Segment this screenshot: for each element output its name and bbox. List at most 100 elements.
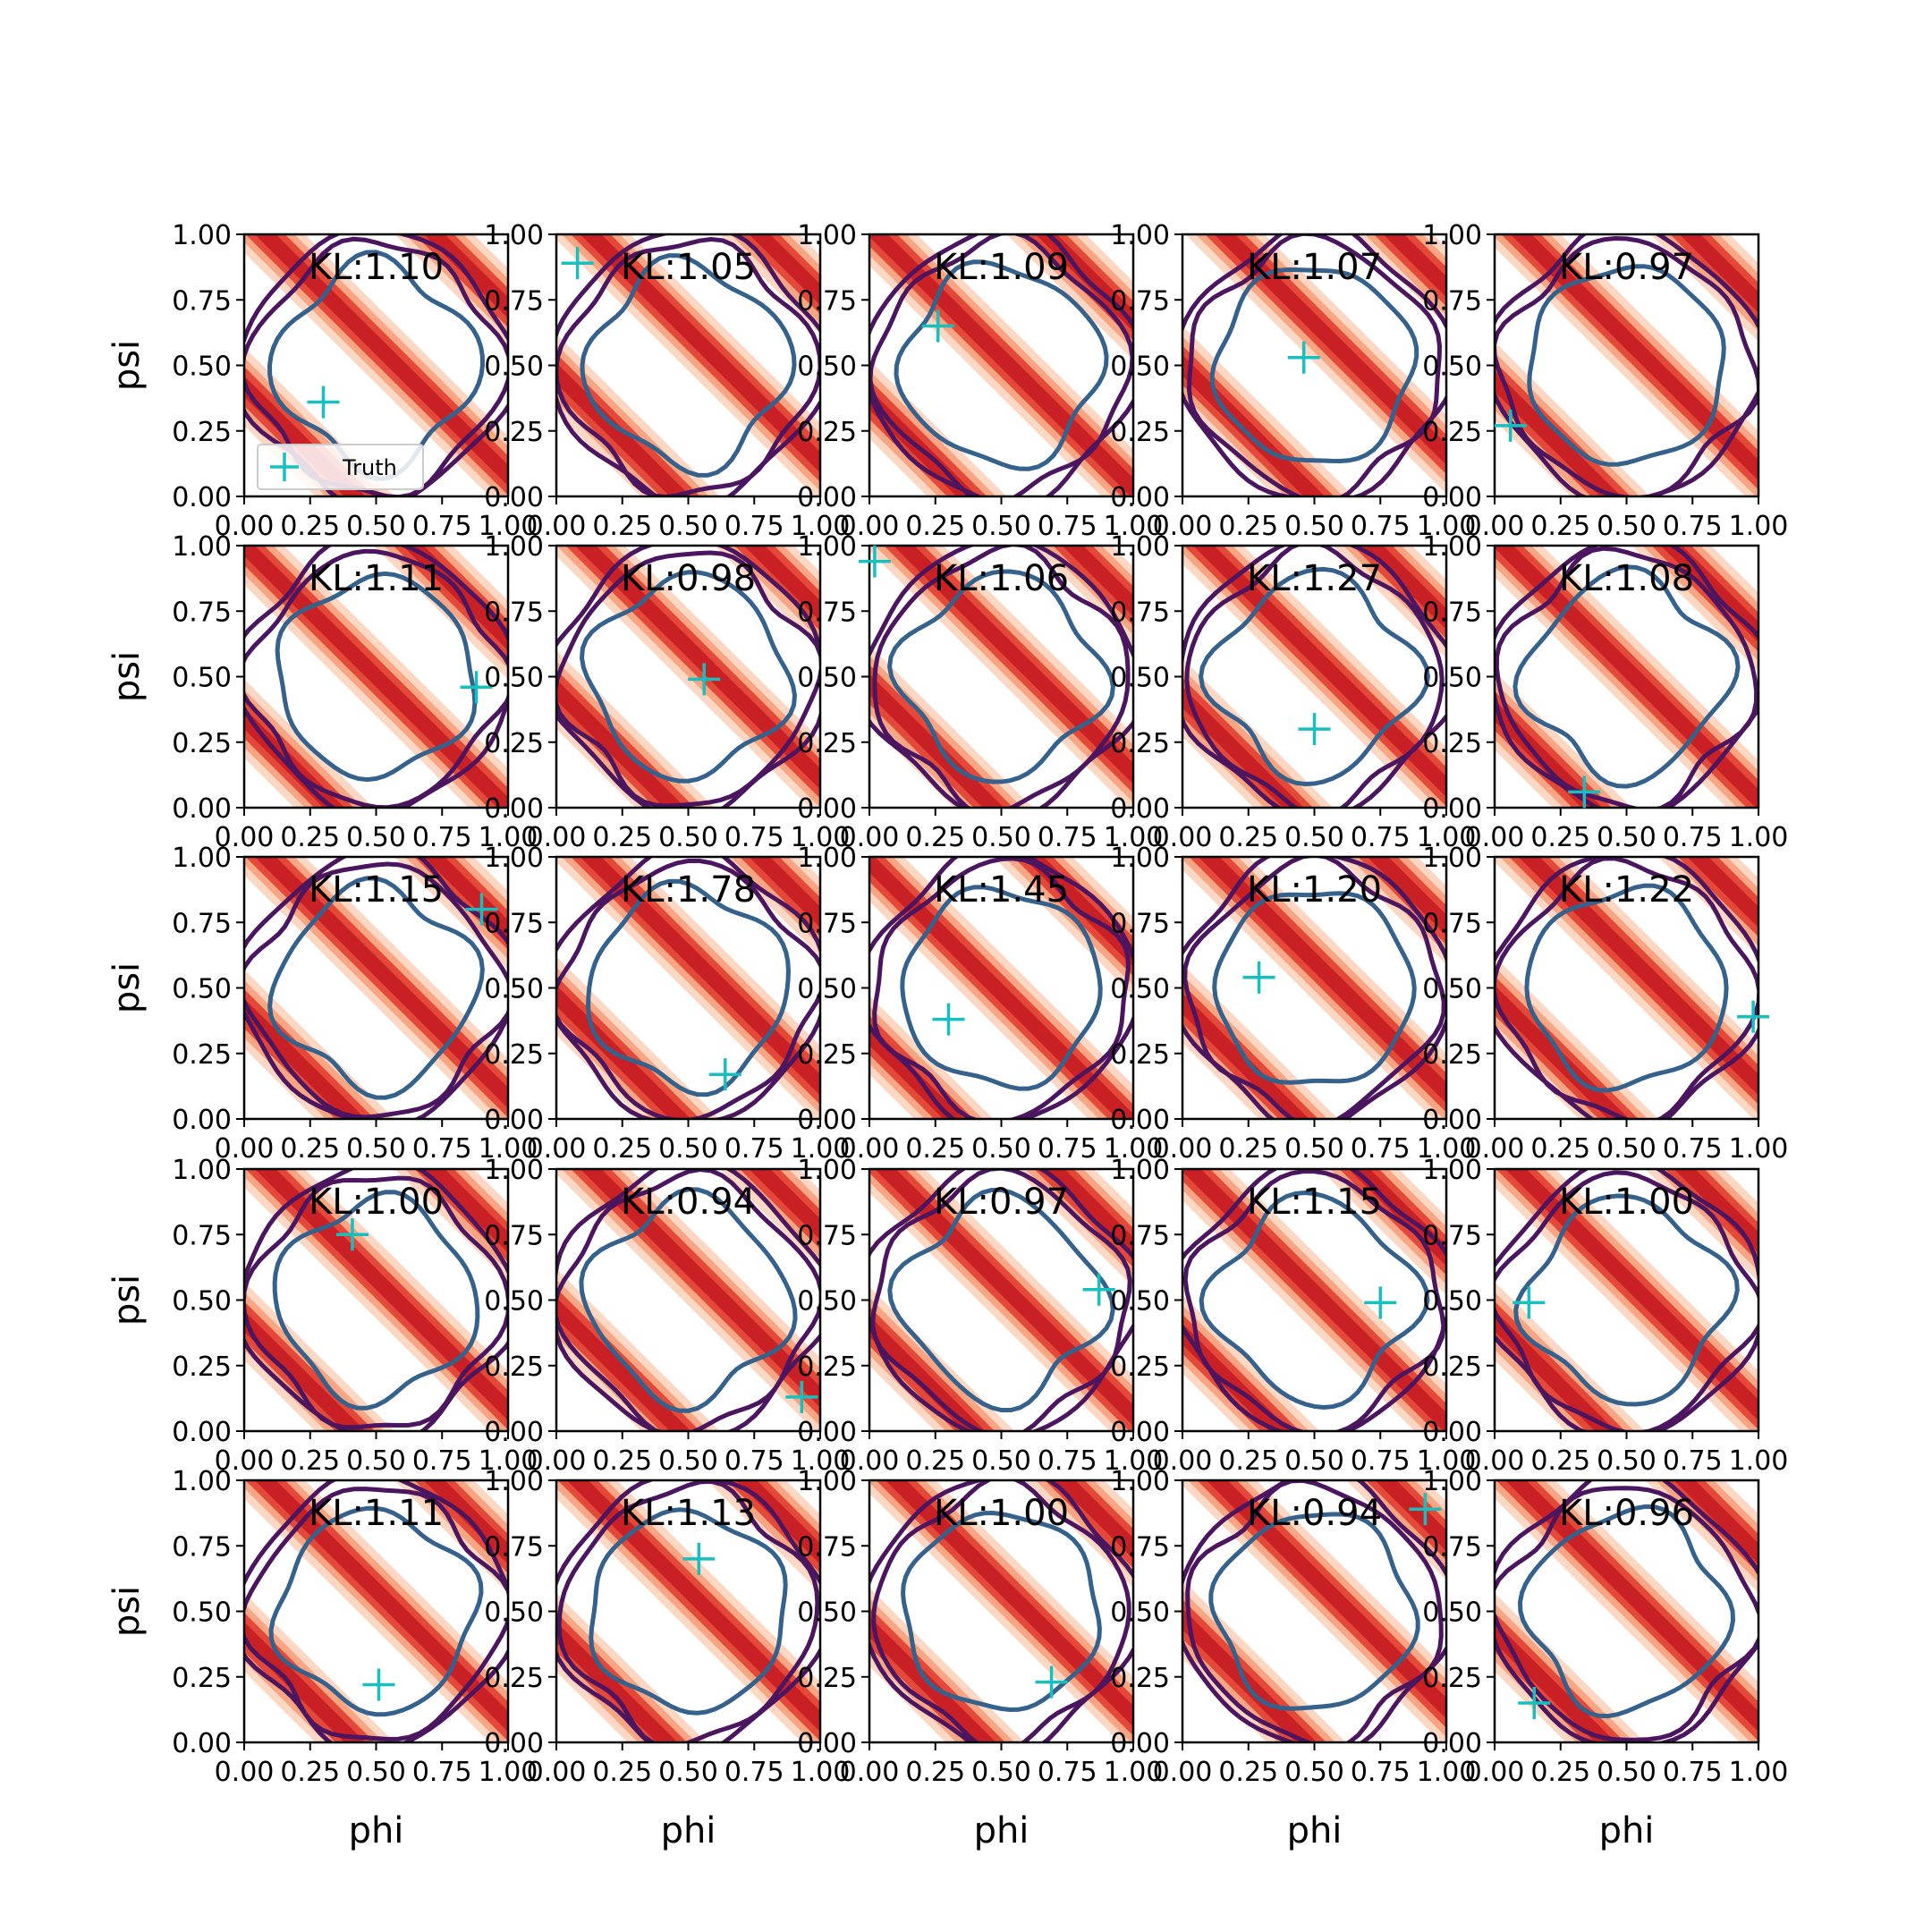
density-band-3-level-4 — [423, 234, 508, 318]
contour-inner — [1513, 564, 1741, 789]
density-band-1-level-1 — [556, 334, 720, 496]
density-band-2-level-3 — [245, 1480, 508, 1741]
truth-marker — [1364, 1286, 1397, 1319]
x-tick-label: 0.00 — [527, 511, 587, 542]
kl-label: KL:1.13 — [621, 1493, 756, 1534]
density-band-2-level-3 — [876, 1480, 1133, 1736]
density-band-3-level-4 — [749, 234, 820, 306]
y-tick-label: 0.00 — [797, 482, 857, 513]
x-tick-label: 0.00 — [1465, 1133, 1525, 1165]
y-tick-label: 0.00 — [172, 793, 232, 825]
y-tick-label: 0.50 — [484, 352, 544, 383]
truth-marker — [1513, 1286, 1546, 1319]
density-band-1-level-1 — [1495, 956, 1658, 1119]
density-band-3-level-2 — [1025, 1169, 1133, 1277]
y-tick-label: 0.25 — [172, 728, 232, 759]
y-tick-label: 0.00 — [1422, 1728, 1482, 1759]
panel-25: 0.000.000.250.250.500.500.750.751.001.00… — [1422, 1466, 1788, 1852]
x-tick-label: 0.50 — [346, 1133, 406, 1165]
contour-inner — [267, 876, 485, 1100]
y-tick-label: 0.50 — [484, 1597, 544, 1629]
y-tick-label: 0.50 — [1422, 1597, 1482, 1629]
contour-outer — [869, 857, 1133, 1119]
kl-label: KL:1.00 — [309, 1182, 444, 1223]
contour-middle — [244, 236, 508, 496]
contour-middle — [870, 1169, 1132, 1431]
y-tick-label: 0.50 — [484, 1286, 544, 1318]
density-band-3-level-2 — [1330, 1169, 1446, 1284]
contour-outer — [869, 1480, 1133, 1742]
kl-label: KL:1.10 — [309, 247, 444, 288]
y-tick-label: 0.75 — [1422, 1220, 1482, 1251]
y-axis-label: psi — [106, 962, 148, 1013]
y-tick-label: 0.50 — [797, 974, 857, 1005]
density-band-3-level-3 — [1678, 857, 1758, 937]
x-tick-label: 1.00 — [479, 822, 538, 853]
y-tick-label: 0.00 — [172, 482, 232, 513]
density-band-1-level-4 — [244, 708, 345, 808]
y-tick-label: 0.00 — [1110, 1105, 1170, 1136]
panel-6: 0.000.000.250.250.500.500.750.751.001.00… — [106, 531, 538, 853]
y-tick-label: 0.00 — [797, 1728, 857, 1759]
y-tick-label: 1.00 — [484, 220, 544, 251]
x-tick-label: 0.75 — [412, 1133, 472, 1165]
x-tick-label: 0.50 — [346, 1757, 406, 1788]
panels-layer: 0.000.000.250.250.500.500.750.751.001.00… — [106, 220, 1788, 1852]
x-tick-label: 0.75 — [1038, 1445, 1097, 1477]
density-band-2-level-2 — [561, 1169, 820, 1427]
kl-label: KL:1.05 — [621, 247, 756, 288]
y-tick-label: 0.25 — [1110, 728, 1170, 759]
y-tick-label: 0.50 — [1110, 974, 1170, 1005]
density-band-3-level-4 — [1375, 1480, 1446, 1552]
kl-label: KL:1.20 — [1247, 869, 1382, 911]
x-tick-label: 0.25 — [1530, 511, 1590, 542]
y-tick-label: 0.25 — [172, 1039, 232, 1071]
y-tick-label: 0.00 — [484, 482, 544, 513]
density-band-3-level-3 — [414, 1169, 508, 1262]
panel-3: 0.000.000.250.250.500.500.750.751.001.00… — [797, 220, 1163, 542]
truth-marker — [858, 545, 891, 578]
contour-outer — [1495, 234, 1758, 496]
y-tick-label: 0.25 — [797, 417, 857, 448]
y-tick-label: 1.00 — [172, 843, 232, 874]
y-axis-label: psi — [106, 1586, 148, 1637]
y-tick-label: 0.00 — [797, 1105, 857, 1136]
panel-14: 0.000.000.250.250.500.500.750.751.001.00… — [1110, 843, 1476, 1165]
x-tick-label: 1.00 — [791, 1757, 851, 1788]
contour-outer — [1182, 1169, 1446, 1431]
y-tick-label: 1.00 — [797, 531, 857, 563]
contour-outer — [244, 234, 508, 496]
y-tick-label: 0.75 — [172, 1531, 232, 1563]
density-band-3-level-4 — [1679, 234, 1758, 313]
x-tick-label: 0.50 — [1284, 1133, 1344, 1165]
density-band-1-level-2 — [244, 1292, 385, 1431]
y-tick-label: 0.00 — [484, 1728, 544, 1759]
x-tick-label: 0.25 — [280, 511, 340, 542]
kl-label: KL:0.97 — [934, 1182, 1069, 1223]
density-band-3-level-2 — [1656, 1480, 1758, 1583]
density-band-1-level-1 — [1495, 1592, 1646, 1742]
x-tick-label: 0.00 — [1465, 822, 1525, 853]
y-tick-label: 0.75 — [484, 908, 544, 939]
x-tick-label: 1.00 — [479, 1445, 538, 1477]
density-band-1-level-4 — [869, 1616, 996, 1742]
y-tick-label: 0.25 — [484, 1352, 544, 1383]
density-band-1-level-4 — [556, 1622, 678, 1742]
density-band-1-level-3 — [869, 665, 1013, 808]
density-band-1-level-2 — [1495, 967, 1648, 1119]
y-tick-label: 0.25 — [1422, 1663, 1482, 1694]
density-band-2-level-4 — [254, 1480, 508, 1733]
density-band-2-level-3 — [1197, 1480, 1446, 1728]
contour-middle — [1495, 857, 1758, 1119]
density-band-1-level-4 — [244, 1310, 366, 1431]
panel-10: 0.000.000.250.250.500.500.750.751.001.00… — [1422, 531, 1788, 853]
density-band-1-level-3 — [1495, 1301, 1625, 1431]
density-band-2-level-2 — [556, 546, 820, 808]
y-tick-label: 1.00 — [1422, 843, 1482, 874]
x-tick-label: 0.25 — [1530, 1757, 1590, 1788]
density-area — [869, 546, 1133, 808]
y-tick-label: 0.00 — [172, 1417, 232, 1448]
density-band-3-level-2 — [1017, 234, 1133, 350]
contour-outer — [556, 1169, 820, 1431]
x-tick-label: 1.00 — [1417, 1445, 1477, 1477]
